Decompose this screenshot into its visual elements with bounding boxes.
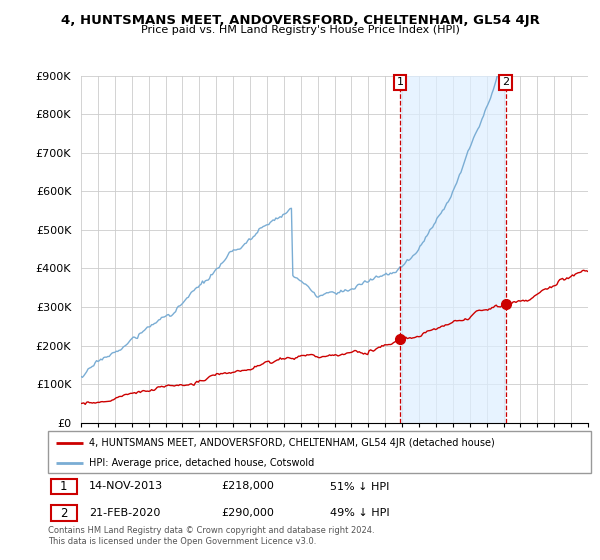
Text: 2: 2: [60, 507, 67, 520]
Text: 4, HUNTSMANS MEET, ANDOVERSFORD, CHELTENHAM, GL54 4JR (detached house): 4, HUNTSMANS MEET, ANDOVERSFORD, CHELTEN…: [89, 438, 494, 448]
Text: 21-FEB-2020: 21-FEB-2020: [89, 508, 160, 518]
Text: Contains HM Land Registry data © Crown copyright and database right 2024.
This d: Contains HM Land Registry data © Crown c…: [48, 526, 374, 546]
Text: 2: 2: [502, 77, 509, 87]
Text: 49% ↓ HPI: 49% ↓ HPI: [331, 508, 390, 518]
Text: Price paid vs. HM Land Registry's House Price Index (HPI): Price paid vs. HM Land Registry's House …: [140, 25, 460, 35]
Text: 51% ↓ HPI: 51% ↓ HPI: [331, 482, 390, 492]
FancyBboxPatch shape: [51, 479, 77, 494]
Text: 4, HUNTSMANS MEET, ANDOVERSFORD, CHELTENHAM, GL54 4JR: 4, HUNTSMANS MEET, ANDOVERSFORD, CHELTEN…: [61, 14, 539, 27]
Text: £218,000: £218,000: [222, 482, 275, 492]
Text: 1: 1: [60, 480, 67, 493]
FancyBboxPatch shape: [48, 431, 591, 473]
Text: 14-NOV-2013: 14-NOV-2013: [89, 482, 163, 492]
FancyBboxPatch shape: [51, 506, 77, 521]
Text: HPI: Average price, detached house, Cotswold: HPI: Average price, detached house, Cots…: [89, 458, 314, 468]
Text: £290,000: £290,000: [222, 508, 275, 518]
Text: 1: 1: [397, 77, 403, 87]
Bar: [400, 76, 506, 423]
